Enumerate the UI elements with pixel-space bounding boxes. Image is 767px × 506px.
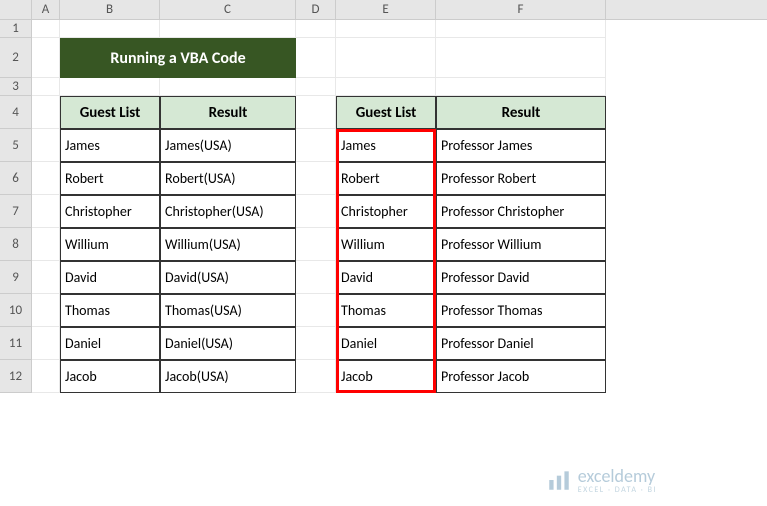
table-cell[interactable]: Professor Jacob [436,360,606,393]
cell[interactable] [60,20,160,38]
col-header-C[interactable]: C [160,0,296,19]
row-header-5[interactable]: 5 [0,129,32,162]
cell[interactable] [336,20,436,38]
table-cell[interactable]: Christopher [60,195,160,228]
cell[interactable] [296,20,336,38]
cell[interactable] [32,38,60,78]
table2-header-result[interactable]: Result [436,96,606,129]
cell[interactable] [296,327,336,360]
table-cell[interactable]: Christopher(USA) [160,195,296,228]
watermark-sub: EXCEL · DATA · BI [578,486,657,494]
table-cell[interactable]: Robert [60,162,160,195]
cell[interactable] [296,162,336,195]
row-header-4[interactable]: 4 [0,96,32,129]
row-header-12[interactable]: 12 [0,360,32,393]
cell[interactable] [296,96,336,129]
table-cell[interactable]: Daniel(USA) [160,327,296,360]
table-cell[interactable]: Professor Daniel [436,327,606,360]
row-header-2[interactable]: 2 [0,38,32,78]
row-header-10[interactable]: 10 [0,294,32,327]
col-header-A[interactable]: A [32,0,60,19]
cell[interactable] [32,96,60,129]
table-cell[interactable]: Robert(USA) [160,162,296,195]
cell[interactable] [32,129,60,162]
table-cell[interactable]: Robert [336,162,436,195]
table-cell[interactable]: Christopher [336,195,436,228]
cell[interactable] [436,20,606,38]
table-cell[interactable]: James [336,129,436,162]
cell[interactable] [436,38,606,78]
row-header-6[interactable]: 6 [0,162,32,195]
cell[interactable] [32,20,60,38]
table-cell[interactable]: Professor Robert [436,162,606,195]
cell[interactable] [336,38,436,78]
watermark: exceldemy EXCEL · DATA · BI [546,467,657,494]
cell[interactable] [296,294,336,327]
row-header-8[interactable]: 8 [0,228,32,261]
cell[interactable] [60,78,160,96]
cell[interactable] [296,261,336,294]
table-cell[interactable]: Jacob [336,360,436,393]
row-header-7[interactable]: 7 [0,195,32,228]
table-cell[interactable]: David [336,261,436,294]
table-cell[interactable]: Jacob [60,360,160,393]
grid-body: 1 2 Running a VBA Code 3 4 [0,20,767,393]
cell[interactable] [296,38,336,78]
spreadsheet: A B C D E F 1 2 Running a VBA Code 3 [0,0,767,506]
cell[interactable] [296,78,336,96]
col-header-D[interactable]: D [296,0,336,19]
table-cell[interactable]: Professor Willium [436,228,606,261]
cell[interactable] [296,228,336,261]
cell[interactable] [32,78,60,96]
table-cell[interactable]: Willium [60,228,160,261]
col-header-E[interactable]: E [336,0,436,19]
cell[interactable] [296,360,336,393]
title-banner[interactable]: Running a VBA Code [60,38,296,78]
cell[interactable] [32,360,60,393]
cell[interactable] [436,78,606,96]
row-header-11[interactable]: 11 [0,327,32,360]
table-cell[interactable]: James [60,129,160,162]
table-cell[interactable]: Professor Christopher [436,195,606,228]
cell[interactable] [32,261,60,294]
table-cell[interactable]: Thomas [336,294,436,327]
table-cell[interactable]: Daniel [60,327,160,360]
cell[interactable] [296,195,336,228]
table-cell[interactable]: Professor James [436,129,606,162]
cell[interactable] [336,78,436,96]
table-cell[interactable]: David [60,261,160,294]
table-cell[interactable]: Thomas [60,294,160,327]
table-cell[interactable]: Willium(USA) [160,228,296,261]
table-cell[interactable]: Professor David [436,261,606,294]
table-cell[interactable]: Willium [336,228,436,261]
column-headers: A B C D E F [0,0,767,20]
cell[interactable] [32,162,60,195]
row-header-9[interactable]: 9 [0,261,32,294]
cell[interactable] [296,129,336,162]
row-header-1[interactable]: 1 [0,20,32,38]
cell[interactable] [160,20,296,38]
table-cell[interactable]: Thomas(USA) [160,294,296,327]
row-header-3[interactable]: 3 [0,78,32,96]
watermark-main: exceldemy [578,467,657,486]
table2-header-guest[interactable]: Guest List [336,96,436,129]
table-cell[interactable]: James(USA) [160,129,296,162]
table-cell[interactable]: Daniel [336,327,436,360]
col-header-B[interactable]: B [60,0,160,19]
cell[interactable] [160,78,296,96]
table-cell[interactable]: Jacob(USA) [160,360,296,393]
select-all-corner[interactable] [0,0,32,19]
cell[interactable] [32,327,60,360]
table-cell[interactable]: David(USA) [160,261,296,294]
table1-header-guest[interactable]: Guest List [60,96,160,129]
cell[interactable] [32,228,60,261]
col-header-F[interactable]: F [436,0,606,19]
cell[interactable] [32,195,60,228]
table1-header-result[interactable]: Result [160,96,296,129]
chart-icon [546,467,572,493]
table-cell[interactable]: Professor Thomas [436,294,606,327]
cell[interactable] [32,294,60,327]
